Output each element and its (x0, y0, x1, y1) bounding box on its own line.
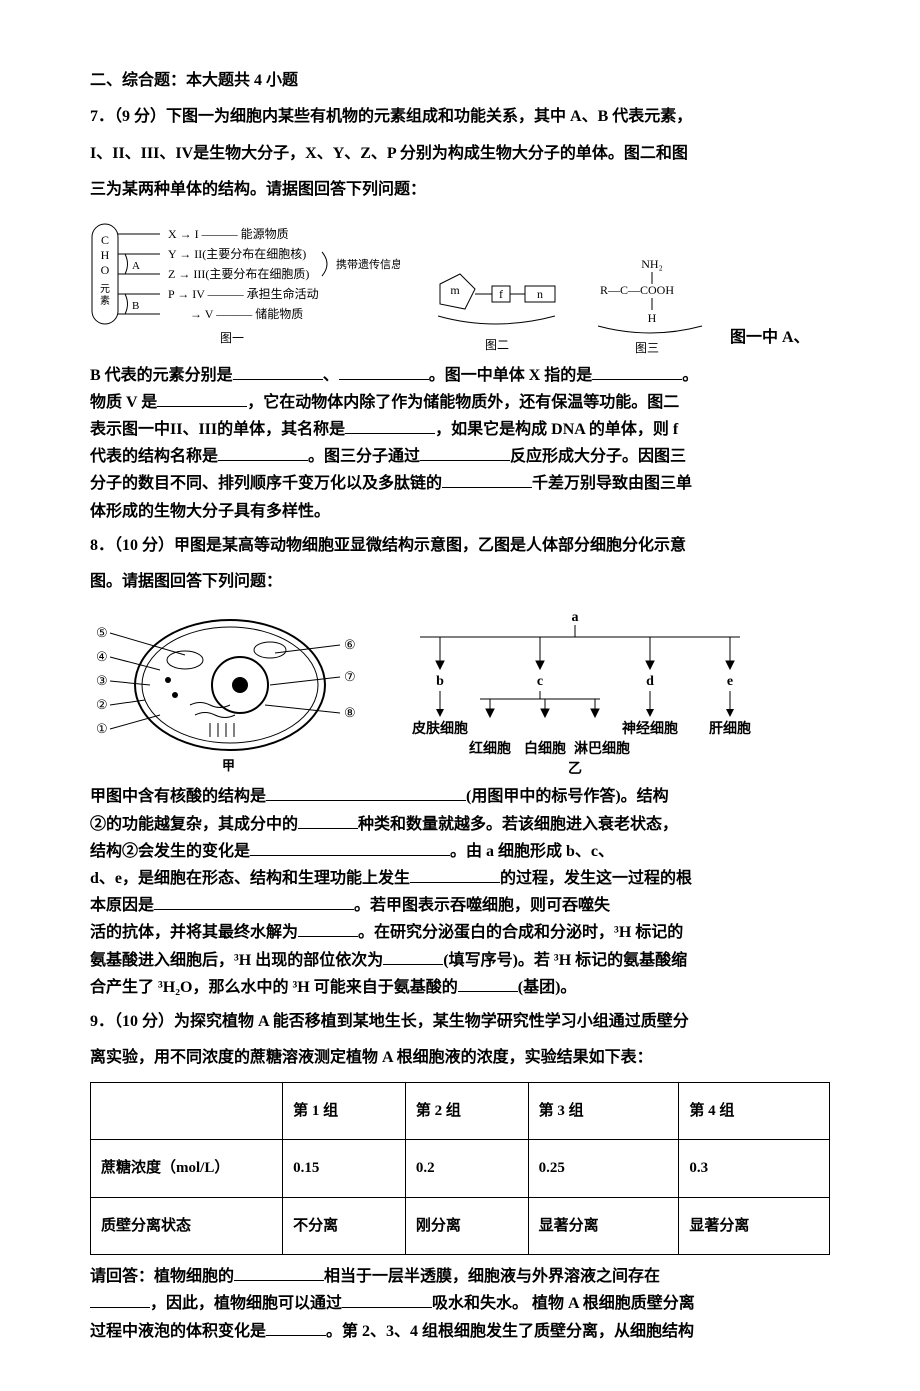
cell: 显著分离 (679, 1197, 830, 1255)
cell: 第 2 组 (405, 1082, 528, 1140)
table-row-head: 第 1 组 第 2 组 第 3 组 第 4 组 (91, 1082, 830, 1140)
svg-text:e: e (727, 674, 733, 689)
section-header: 二、综合题：本大题共 4 小题 (90, 66, 830, 96)
table-row: 蔗糖浓度（mol/L） 0.15 0.2 0.25 0.3 (91, 1140, 830, 1198)
cell: 第 4 组 (679, 1082, 830, 1140)
svg-text:b: b (436, 674, 444, 689)
q8-figures: ⑤ ④ ③ ② ① ⑥ ⑦ ⑧ 甲 a b c d e (90, 605, 830, 775)
q7-stem-line1: 7．（9 分）下图一为细胞内某些有机物的元素组成和功能关系，其中 A、B 代表元… (90, 102, 830, 132)
cell (91, 1082, 283, 1140)
svg-text:c: c (537, 674, 543, 689)
svg-text:⑥: ⑥ (344, 637, 356, 652)
q9-table: 第 1 组 第 2 组 第 3 组 第 4 组 蔗糖浓度（mol/L） 0.15… (90, 1082, 830, 1256)
svg-text:m: m (450, 283, 460, 297)
svg-text:淋巴细胞: 淋巴细胞 (574, 740, 630, 757)
svg-text:⑧: ⑧ (344, 705, 356, 720)
svg-text:R—C—COOH: R—C—COOH (600, 283, 674, 297)
q8-stem-line2: 图。请据图回答下列问题： (90, 567, 830, 597)
q7-stem-l1: 下图一为细胞内某些有机物的元素组成和功能关系，其中 A、B 代表元素， (166, 108, 692, 125)
q7-fig2-caption: 图二 (485, 338, 509, 352)
svg-text:d: d (646, 674, 654, 689)
svg-text:⑦: ⑦ (344, 669, 356, 684)
cell: 蔗糖浓度（mol/L） (91, 1140, 283, 1198)
svg-text:④: ④ (96, 649, 108, 664)
svg-text:→ V ——— 储能物质: → V ——— 储能物质 (190, 306, 303, 321)
svg-text:X → I ——— 能源物质: X → I ——— 能源物质 (168, 227, 289, 241)
cell: 0.25 (528, 1140, 679, 1198)
svg-text:神经细胞: 神经细胞 (622, 720, 678, 737)
q9-answer-block: 请回答：植物细胞的相当于一层半透膜，细胞液与外界溶液之间存在 ，因此，植物细胞可… (90, 1263, 830, 1345)
svg-text:H: H (101, 248, 110, 262)
cell: 刚分离 (405, 1197, 528, 1255)
table-row: 质壁分离状态 不分离 刚分离 显著分离 显著分离 (91, 1197, 830, 1255)
svg-text:皮肤细胞: 皮肤细胞 (411, 720, 468, 737)
svg-text:⑤: ⑤ (96, 625, 108, 640)
cell: 不分离 (283, 1197, 406, 1255)
svg-text:Y → II(主要分布在细胞核): Y → II(主要分布在细胞核) (168, 247, 306, 261)
q8-answer-block: 甲图中含有核酸的结构是(用图甲中的标号作答)。结构 ②的功能越复杂，其成分中的种… (90, 783, 830, 1001)
cell: 0.15 (283, 1140, 406, 1198)
q7-number: 7．（9 分） (90, 108, 166, 125)
q9-stem-line1: 9．（10 分）为探究植物 A 能否移植到某地生长，某生物学研究性学习小组通过质… (90, 1007, 830, 1037)
svg-text:A: A (132, 260, 140, 272)
svg-text:H: H (648, 311, 657, 325)
svg-text:白细胞: 白细胞 (524, 740, 566, 757)
cell: 0.2 (405, 1140, 528, 1198)
cell: 显著分离 (528, 1197, 679, 1255)
svg-text:乙: 乙 (568, 761, 582, 775)
q7-stem-line2: I、II、III、IV是生物大分子，X、Y、Z、P 分别为构成生物大分子的单体。… (90, 139, 830, 169)
svg-text:携带遗传信息: 携带遗传信息 (336, 257, 400, 271)
svg-text:Z → III(主要分布在细胞质): Z → III(主要分布在细胞质) (168, 267, 309, 281)
svg-text:元: 元 (100, 284, 110, 295)
svg-text:红细胞: 红细胞 (469, 740, 511, 757)
q8-number: 8．（10 分） (90, 537, 174, 554)
q9-number: 9．（10 分） (90, 1013, 174, 1030)
q7-figures: C H O 元 素 A B X → I ——— 能源物质 Y → II(主要分布… (90, 214, 830, 354)
q7-fig3-caption: 图三 (635, 341, 659, 354)
svg-text:a: a (572, 610, 579, 625)
svg-text:NH₂: NH₂ (641, 257, 663, 271)
svg-text:甲: 甲 (222, 758, 235, 773)
q8-stem-line1: 8．（10 分）甲图是某高等动物细胞亚显微结构示意图，乙图是人体部分细胞分化示意 (90, 531, 830, 561)
svg-text:O: O (101, 263, 110, 277)
svg-text:f: f (499, 287, 503, 301)
q7-tail-inline: 图一中 A、 (730, 323, 810, 353)
q7-fig3: NH₂ R—C—COOH H 图三 (590, 254, 710, 354)
svg-text:③: ③ (96, 673, 108, 688)
svg-text:素: 素 (100, 294, 110, 307)
cell: 0.3 (679, 1140, 830, 1198)
q7-fig1: C H O 元 素 A B X → I ——— 能源物质 Y → II(主要分布… (90, 214, 400, 354)
cell: 质壁分离状态 (91, 1197, 283, 1255)
cell: 第 1 组 (283, 1082, 406, 1140)
q9-stem-line2: 离实验，用不同浓度的蔗糖溶液测定植物 A 根细胞液的浓度，实验结果如下表： (90, 1043, 830, 1073)
svg-text:B: B (132, 300, 139, 312)
q7-fig1-caption: 图一 (220, 331, 244, 345)
q8-fig-cell: ⑤ ④ ③ ② ① ⑥ ⑦ ⑧ 甲 (90, 605, 360, 775)
svg-text:①: ① (96, 721, 108, 736)
q7-answer-block: B 代表的元素分别是、。图一中单体 X 指的是。 物质 V 是，它在动物体内除了… (90, 362, 830, 525)
svg-text:②: ② (96, 697, 108, 712)
svg-text:肝细胞: 肝细胞 (709, 720, 751, 737)
q7-stem-line3: 三为某两种单体的结构。请据图回答下列问题： (90, 175, 830, 205)
q7-fig2: m f n 图二 (420, 254, 570, 354)
svg-text:n: n (537, 287, 543, 301)
q8-fig-tree: a b c d e 皮肤细胞 神经细胞 肝细胞 红细胞 白细胞 淋巴细胞 (380, 605, 770, 775)
svg-text:P → IV ——— 承担生命活动: P → IV ——— 承担生命活动 (168, 286, 319, 301)
svg-text:C: C (101, 233, 109, 247)
cell: 第 3 组 (528, 1082, 679, 1140)
